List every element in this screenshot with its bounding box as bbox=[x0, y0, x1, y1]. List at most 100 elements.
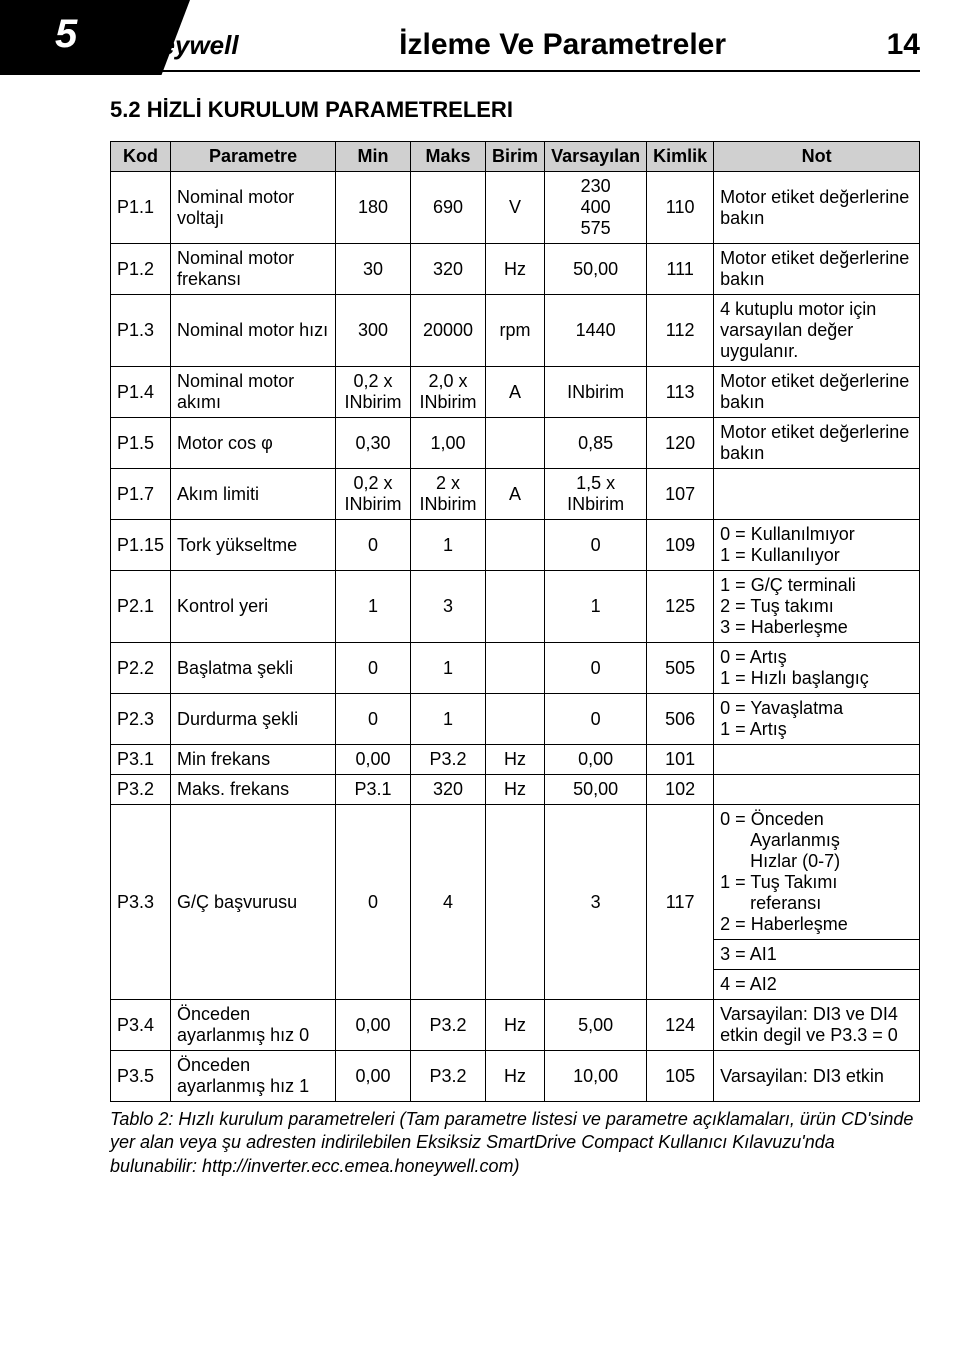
cell-max: 2 x INbirim bbox=[411, 469, 486, 520]
cell-def: 1440 bbox=[545, 295, 647, 367]
table-row: P1.15Tork yükseltme0101090 = Kullanılmıy… bbox=[111, 520, 920, 571]
cell-note: Motor etiket değerlerine bakın bbox=[714, 244, 920, 295]
cell-max: 1 bbox=[411, 694, 486, 745]
cell-max: 690 bbox=[411, 172, 486, 244]
cell-max: 3 bbox=[411, 571, 486, 643]
cell-code: P1.7 bbox=[111, 469, 171, 520]
cell-note: 0 = Yavaşlatma1 = Artış bbox=[714, 694, 920, 745]
cell-param: Nominal motor frekansı bbox=[171, 244, 336, 295]
cell-code: P3.2 bbox=[111, 775, 171, 805]
cell-max: 320 bbox=[411, 244, 486, 295]
cell-id: 101 bbox=[647, 745, 714, 775]
table-row: P1.1Nominal motor voltajı180690V23040057… bbox=[111, 172, 920, 244]
cell-param: Nominal motor hızı bbox=[171, 295, 336, 367]
cell-min: 0,30 bbox=[336, 418, 411, 469]
cell-unit bbox=[486, 805, 545, 1000]
cell-max: 2,0 x INbirim bbox=[411, 367, 486, 418]
table-row: P1.7Akım limiti0,2 x INbirim2 x INbirimA… bbox=[111, 469, 920, 520]
cell-min: 0 bbox=[336, 643, 411, 694]
cell-unit: Hz bbox=[486, 775, 545, 805]
cell-note: 1 = G/Ç terminali2 = Tuş takımı3 = Haber… bbox=[714, 571, 920, 643]
cell-id: 105 bbox=[647, 1051, 714, 1102]
cell-min: 0 bbox=[336, 805, 411, 1000]
cell-min: 0,00 bbox=[336, 745, 411, 775]
col-min: Min bbox=[336, 142, 411, 172]
cell-id: 107 bbox=[647, 469, 714, 520]
col-kod: Kod bbox=[111, 142, 171, 172]
chapter-number: 5 bbox=[55, 12, 77, 57]
cell-code: P2.2 bbox=[111, 643, 171, 694]
cell-note bbox=[714, 745, 920, 775]
cell-code: P2.3 bbox=[111, 694, 171, 745]
cell-def: INbirim bbox=[545, 367, 647, 418]
col-maks: Maks bbox=[411, 142, 486, 172]
cell-def: 1,5 x INbirim bbox=[545, 469, 647, 520]
parameter-table: Kod Parametre Min Maks Birim Varsayılan … bbox=[110, 141, 920, 1102]
cell-unit bbox=[486, 520, 545, 571]
cell-max: P3.2 bbox=[411, 1000, 486, 1051]
table-row: P3.4Önceden ayarlanmış hız 00,00P3.2Hz5,… bbox=[111, 1000, 920, 1051]
cell-unit: Hz bbox=[486, 244, 545, 295]
cell-min: 0,00 bbox=[336, 1000, 411, 1051]
col-kimlik: Kimlik bbox=[647, 142, 714, 172]
col-varsayilan: Varsayılan bbox=[545, 142, 647, 172]
page-number: 14 bbox=[887, 28, 920, 62]
cell-note bbox=[714, 469, 920, 520]
cell-param: Nominal motor akımı bbox=[171, 367, 336, 418]
cell-id: 125 bbox=[647, 571, 714, 643]
cell-code: P1.2 bbox=[111, 244, 171, 295]
brand-label: Honeywell bbox=[110, 30, 239, 61]
cell-min: 30 bbox=[336, 244, 411, 295]
cell-id: 120 bbox=[647, 418, 714, 469]
cell-max: 20000 bbox=[411, 295, 486, 367]
cell-code: P3.1 bbox=[111, 745, 171, 775]
cell-param: Motor cos φ bbox=[171, 418, 336, 469]
cell-code: P3.5 bbox=[111, 1051, 171, 1102]
cell-unit: A bbox=[486, 469, 545, 520]
cell-note: 4 = AI2 bbox=[714, 970, 920, 1000]
cell-def: 0 bbox=[545, 694, 647, 745]
cell-unit bbox=[486, 643, 545, 694]
cell-min: 180 bbox=[336, 172, 411, 244]
cell-min: 0,00 bbox=[336, 1051, 411, 1102]
cell-min: 0 bbox=[336, 694, 411, 745]
col-not: Not bbox=[714, 142, 920, 172]
table-row: P1.4Nominal motor akımı0,2 x INbirim2,0 … bbox=[111, 367, 920, 418]
cell-id: 506 bbox=[647, 694, 714, 745]
page-header: Honeywell İzleme Ve Parametreler 14 bbox=[110, 0, 920, 72]
cell-code: P3.4 bbox=[111, 1000, 171, 1051]
cell-id: 112 bbox=[647, 295, 714, 367]
cell-param: Nominal motor voltajı bbox=[171, 172, 336, 244]
cell-note bbox=[714, 775, 920, 805]
cell-min: 1 bbox=[336, 571, 411, 643]
cell-min: 0,2 x INbirim bbox=[336, 367, 411, 418]
cell-def: 5,00 bbox=[545, 1000, 647, 1051]
cell-unit bbox=[486, 418, 545, 469]
cell-def: 0 bbox=[545, 643, 647, 694]
cell-param: Tork yükseltme bbox=[171, 520, 336, 571]
cell-unit: Hz bbox=[486, 1051, 545, 1102]
cell-def: 1 bbox=[545, 571, 647, 643]
table-row: P3.5Önceden ayarlanmış hız 10,00P3.2Hz10… bbox=[111, 1051, 920, 1102]
table-row: P2.2Başlatma şekli0105050 = Artış1 = Hız… bbox=[111, 643, 920, 694]
cell-max: 320 bbox=[411, 775, 486, 805]
cell-note: 0 = ÖncedenAyarlanmışHızlar (0-7)1 = Tuş… bbox=[714, 805, 920, 940]
cell-unit: V bbox=[486, 172, 545, 244]
cell-unit: Hz bbox=[486, 1000, 545, 1051]
cell-unit bbox=[486, 571, 545, 643]
cell-param: Akım limiti bbox=[171, 469, 336, 520]
cell-param: G/Ç başvurusu bbox=[171, 805, 336, 1000]
cell-note: Varsayilan: DI3 etkin bbox=[714, 1051, 920, 1102]
cell-note: Motor etiket değerlerine bakın bbox=[714, 418, 920, 469]
table-row: P1.3Nominal motor hızı30020000rpm1440112… bbox=[111, 295, 920, 367]
content-area: 5.2 HİZLİ KURULUM PARAMETRELERI Kod Para… bbox=[110, 97, 920, 1178]
cell-id: 102 bbox=[647, 775, 714, 805]
cell-param: Kontrol yeri bbox=[171, 571, 336, 643]
cell-param: Önceden ayarlanmış hız 1 bbox=[171, 1051, 336, 1102]
cell-min: 0 bbox=[336, 520, 411, 571]
table-row: P1.5Motor cos φ0,301,000,85120Motor etik… bbox=[111, 418, 920, 469]
cell-max: P3.2 bbox=[411, 745, 486, 775]
cell-def: 10,00 bbox=[545, 1051, 647, 1102]
cell-max: 1,00 bbox=[411, 418, 486, 469]
section-title: 5.2 HİZLİ KURULUM PARAMETRELERI bbox=[110, 97, 920, 123]
